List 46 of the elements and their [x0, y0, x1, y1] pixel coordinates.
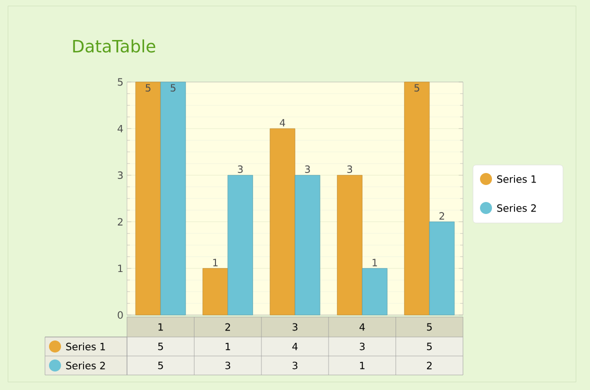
- chart-title: DataTable: [73, 39, 156, 53]
- bar: [429, 222, 455, 316]
- data-label: 4: [292, 342, 298, 350]
- data-label: 1: [226, 342, 230, 350]
- bar: [202, 268, 228, 316]
- text: 3: [305, 165, 310, 173]
- text: 5: [146, 84, 150, 92]
- bar: [135, 82, 161, 316]
- text: 3: [238, 165, 243, 173]
- bar: [270, 128, 296, 316]
- data-label: 1: [360, 362, 364, 370]
- data-label: 5: [426, 342, 432, 350]
- bar: [404, 82, 430, 316]
- legend-label: Series 2: [497, 204, 536, 212]
- text: 3: [347, 165, 352, 173]
- y-tick-label: 4: [118, 124, 123, 132]
- bar: [228, 174, 254, 316]
- bar: [294, 174, 320, 316]
- data-label: 2: [426, 362, 432, 370]
- x-tick-label: 3: [292, 323, 298, 331]
- text: Series 1: [497, 175, 536, 183]
- data-label: 3: [360, 342, 365, 350]
- y-tick-label: 3: [118, 171, 123, 179]
- text: 1: [372, 258, 377, 266]
- data-label: 3: [292, 362, 298, 370]
- legend-label: Series 1: [66, 342, 105, 350]
- x-tick-label: 1: [158, 323, 163, 331]
- y-tick-label: 5: [118, 78, 123, 86]
- y-tick-label: 0: [118, 311, 123, 319]
- text: 5: [414, 84, 420, 92]
- text: Series 2: [66, 362, 105, 370]
- x-tick-label: 5: [426, 323, 432, 331]
- text: 5: [170, 84, 176, 92]
- x-tick-label: 2: [225, 323, 230, 331]
- data-label: 5: [158, 342, 163, 350]
- data-label: 5: [158, 362, 163, 370]
- y-tick-label: 1: [118, 264, 123, 272]
- data-label: 3: [225, 362, 230, 370]
- text: 2: [439, 212, 444, 220]
- text: 1: [213, 258, 218, 266]
- bar: [362, 268, 388, 316]
- bar: [160, 82, 186, 316]
- bar: [337, 174, 362, 316]
- x-tick-label: 4: [360, 323, 365, 331]
- y-tick-label: 2: [118, 218, 122, 226]
- text: 4: [280, 119, 286, 126]
